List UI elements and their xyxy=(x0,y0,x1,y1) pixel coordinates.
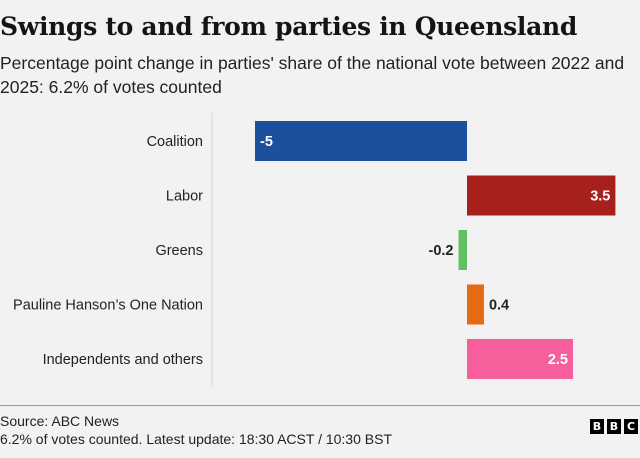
source-text: Source: ABC News xyxy=(0,413,120,429)
value-label-pauline-hanson-s-one-nation: 0.4 xyxy=(489,298,509,314)
bbc-logo-letter-2: B xyxy=(607,419,621,434)
bar-labor xyxy=(467,175,616,216)
bar-independents-and-others xyxy=(467,339,573,379)
category-label-pauline-hanson-s-one-nation: Pauline Hanson’s One Nation xyxy=(13,298,203,314)
bar-chart: Coalition -5 Labor 3.5 Greens -0.2 Pauline Han… xyxy=(13,113,616,387)
chart-title: Swings to and from parties in Queensland xyxy=(0,12,578,41)
value-label-independents-and-others: 2.5 xyxy=(548,352,568,368)
category-label-labor: Labor xyxy=(166,189,203,205)
bar-pauline-hanson-s-one-nation xyxy=(467,284,484,325)
category-label-independents-and-others: Independents and others xyxy=(43,352,203,368)
category-label-coalition: Coalition xyxy=(147,134,203,150)
footer: Source: ABC News 6.2% of votes counted. … xyxy=(0,412,392,448)
update-note: 6.2% of votes counted. Latest update: 18… xyxy=(0,431,392,447)
bbc-logo-letter-3: C xyxy=(624,419,638,434)
value-label-greens: -0.2 xyxy=(429,243,454,259)
bbc-logo-letter-1: B xyxy=(590,419,604,434)
category-label-greens: Greens xyxy=(155,243,203,259)
chart-subtitle: Percentage point change in parties' shar… xyxy=(0,53,625,97)
bar-greens xyxy=(458,230,467,270)
footer-divider xyxy=(0,405,640,406)
bar-coalition xyxy=(255,121,467,161)
bbc-logo: B B C xyxy=(590,419,638,434)
value-label-coalition: -5 xyxy=(260,134,273,150)
value-label-labor: 3.5 xyxy=(590,189,610,205)
